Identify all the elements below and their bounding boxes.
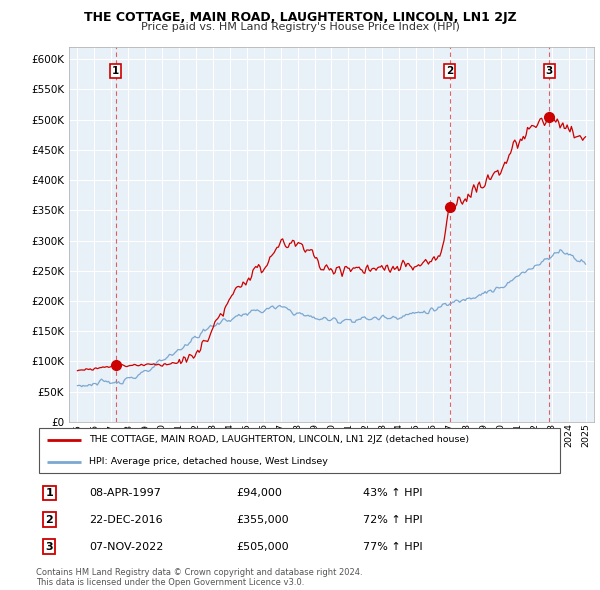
Text: 77% ↑ HPI: 77% ↑ HPI — [364, 542, 423, 552]
Text: HPI: Average price, detached house, West Lindsey: HPI: Average price, detached house, West… — [89, 457, 328, 466]
Text: Contains HM Land Registry data © Crown copyright and database right 2024.
This d: Contains HM Land Registry data © Crown c… — [36, 568, 362, 587]
Text: 3: 3 — [46, 542, 53, 552]
Text: THE COTTAGE, MAIN ROAD, LAUGHTERTON, LINCOLN, LN1 2JZ (detached house): THE COTTAGE, MAIN ROAD, LAUGHTERTON, LIN… — [89, 435, 469, 444]
Text: 2: 2 — [46, 515, 53, 525]
Text: 08-APR-1997: 08-APR-1997 — [89, 488, 161, 498]
Text: 1: 1 — [112, 66, 119, 76]
Text: 72% ↑ HPI: 72% ↑ HPI — [364, 515, 423, 525]
Text: 3: 3 — [545, 66, 553, 76]
Text: 2: 2 — [446, 66, 453, 76]
Text: 07-NOV-2022: 07-NOV-2022 — [89, 542, 163, 552]
FancyBboxPatch shape — [38, 428, 560, 474]
Text: £505,000: £505,000 — [236, 542, 289, 552]
Text: THE COTTAGE, MAIN ROAD, LAUGHTERTON, LINCOLN, LN1 2JZ: THE COTTAGE, MAIN ROAD, LAUGHTERTON, LIN… — [83, 11, 517, 24]
Text: 22-DEC-2016: 22-DEC-2016 — [89, 515, 163, 525]
Text: £94,000: £94,000 — [236, 488, 283, 498]
Text: Price paid vs. HM Land Registry's House Price Index (HPI): Price paid vs. HM Land Registry's House … — [140, 22, 460, 32]
Text: 43% ↑ HPI: 43% ↑ HPI — [364, 488, 423, 498]
Text: £355,000: £355,000 — [236, 515, 289, 525]
Text: 1: 1 — [46, 488, 53, 498]
